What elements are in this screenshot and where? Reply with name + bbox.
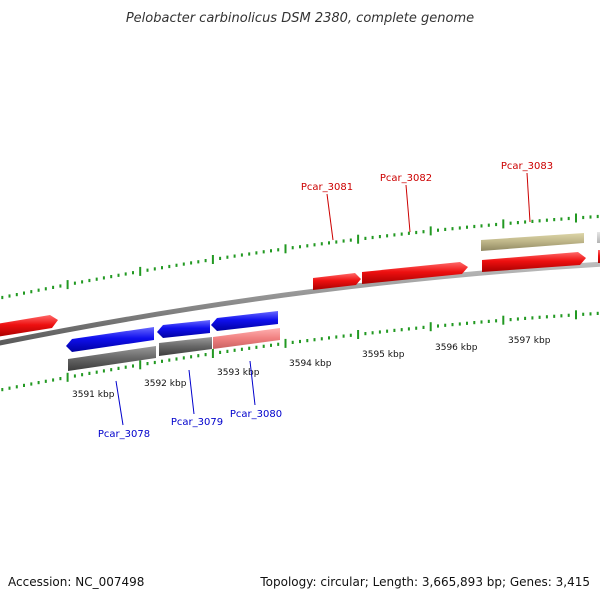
gene-label-pcar-3083[interactable]: Pcar_3083 [501,161,553,172]
gene-label-pcar-3079[interactable]: Pcar_3079 [171,417,223,428]
gene-label-pcar-3082[interactable]: Pcar_3082 [380,173,432,184]
gene-arrow-pcar-3082[interactable] [362,262,468,284]
reverse-feature-bar-3[interactable] [213,328,280,349]
gene-arrow-pcar-3079[interactable] [157,320,210,338]
gene-arrow-pcar-3081[interactable] [313,273,361,290]
genome-backbone [0,261,600,346]
scale-label-3594: 3594 kbp [289,359,332,369]
gene-label-pcar-3078[interactable]: Pcar_3078 [98,429,150,440]
scale-label-3597: 3597 kbp [508,336,551,346]
leader-line-pcar-3079 [188,369,195,415]
scale-label-3592: 3592 kbp [144,379,187,389]
scale-label-3596: 3596 kbp [435,343,478,353]
reverse-feature-bar-2[interactable] [159,337,212,356]
reverse-feature-bar-1[interactable] [68,346,156,371]
leader-line-pcar-3078 [115,380,124,426]
gene-arrow-pcar-3083[interactable] [482,252,586,272]
scale-label-3595: 3595 kbp [362,350,405,360]
leader-line-pcar-3083 [526,172,531,223]
leader-line-pcar-3080 [249,360,256,406]
gene-label-pcar-3081[interactable]: Pcar_3081 [301,182,353,193]
partial-feature-bar[interactable] [597,232,600,243]
scale-label-3593: 3593 kbp [217,368,260,378]
genome-summary-text: Topology: circular; Length: 3,665,893 bp… [259,575,590,589]
scale-label-3591: 3591 kbp [72,390,115,400]
forward-gene-arrow-left[interactable] [0,315,58,337]
accession-text: Accession: NC_007498 [8,575,144,589]
gene-arrow-pcar-3078[interactable] [66,327,154,352]
gene-arrow-pcar-3080[interactable] [211,311,278,331]
leader-line-pcar-3081 [326,193,334,241]
reverse-tick-track [1,310,599,392]
gene-label-pcar-3080[interactable]: Pcar_3080 [230,409,282,420]
leader-line-pcar-3082 [405,184,411,233]
forward-tick-track [1,213,599,300]
map-title: Pelobacter carbinolicus DSM 2380, comple… [126,11,474,26]
rna-feature-bar[interactable] [481,233,584,251]
